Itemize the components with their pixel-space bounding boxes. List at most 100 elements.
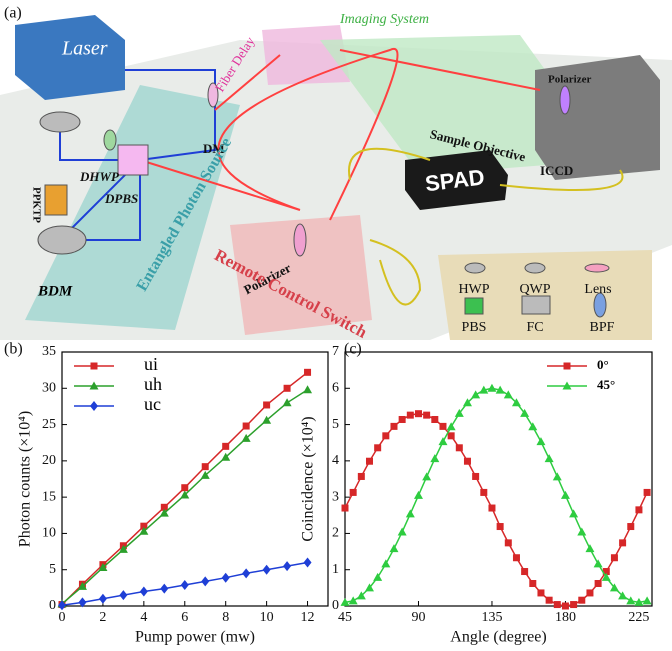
label: QWP (519, 282, 550, 297)
y-tick-label: 10 (42, 526, 56, 541)
figure: (a) Laser Fiber Delay Imaging System Pol… (0, 0, 672, 651)
label: BDM (37, 283, 73, 299)
x-tick-label: 135 (481, 610, 502, 625)
marker (304, 557, 312, 567)
polarizer (560, 86, 570, 114)
y-tick-label: 20 (42, 453, 56, 468)
y-tick-label: 5 (332, 417, 339, 432)
x-tick-label: 225 (628, 610, 649, 625)
marker (585, 544, 594, 552)
x-axis-label: Angle (degree) (450, 629, 546, 646)
marker (358, 473, 365, 480)
marker (456, 444, 463, 451)
marker (562, 603, 569, 610)
marker (586, 589, 593, 596)
marker (536, 437, 545, 445)
marker (303, 385, 312, 393)
label: Laser (61, 38, 108, 60)
marker (407, 412, 414, 419)
legend-label: 45° (597, 377, 615, 392)
marker (181, 580, 189, 590)
y-tick-label: 2 (332, 526, 339, 541)
marker (415, 410, 422, 417)
marker (349, 596, 358, 604)
marker (619, 539, 626, 546)
marker (399, 416, 406, 423)
y-tick-label: 15 (42, 489, 56, 504)
marker (448, 432, 455, 439)
marker (505, 539, 512, 546)
y-tick-label: 7 (332, 344, 339, 359)
marker (242, 568, 250, 578)
x-tick-label: 2 (99, 610, 106, 625)
marker (283, 561, 291, 571)
marker (381, 559, 390, 567)
label: DPBS (104, 191, 138, 206)
label: BPF (590, 320, 615, 335)
marker (554, 601, 561, 608)
legend-label: uc (144, 394, 161, 414)
panel-label: (a) (4, 5, 22, 22)
y-tick-label: 25 (42, 417, 56, 432)
marker (350, 489, 357, 496)
marker (626, 596, 635, 604)
marker (140, 586, 148, 596)
marker (488, 505, 495, 512)
marker (201, 576, 209, 586)
marker (389, 544, 398, 552)
marker (390, 423, 397, 430)
x-tick-label: 180 (555, 610, 576, 625)
marker (398, 527, 407, 535)
dpbs-cube (118, 145, 148, 175)
x-tick-label: 0 (59, 610, 66, 625)
marker (283, 398, 292, 406)
marker (513, 554, 520, 561)
x-tick-label: 45 (338, 610, 352, 625)
marker (181, 484, 188, 491)
marker (644, 489, 651, 496)
label: FC (526, 320, 543, 335)
marker (497, 523, 504, 530)
marker (643, 596, 652, 604)
marker (99, 594, 107, 604)
y-tick-label: 0 (332, 598, 339, 613)
label: HWP (458, 282, 489, 297)
label: Imaging System (339, 12, 429, 27)
y-axis-label: Coincidence (×10⁴) (300, 416, 317, 541)
label: Lens (584, 282, 611, 297)
marker (430, 454, 439, 462)
y-tick-label: 5 (49, 562, 56, 577)
fc-icon (522, 296, 550, 314)
x-tick-label: 6 (181, 610, 188, 625)
x-axis-label: Pump power (mw) (135, 629, 255, 646)
y-tick-label: 35 (42, 344, 56, 359)
dhwp-plate (104, 130, 116, 150)
marker (447, 422, 456, 430)
marker (414, 491, 423, 499)
x-tick-label: 8 (222, 610, 229, 625)
marker (304, 369, 311, 376)
marker (439, 423, 446, 430)
mirror (38, 226, 86, 254)
marker (528, 422, 537, 430)
marker (423, 412, 430, 419)
marker (431, 416, 438, 423)
marker (570, 601, 577, 608)
marker (374, 444, 381, 451)
y-tick-label: 4 (332, 453, 339, 468)
marker (202, 463, 209, 470)
marker (373, 573, 382, 581)
marker (284, 385, 291, 392)
mirror (40, 112, 80, 132)
marker (529, 580, 536, 587)
legend-label: uh (144, 374, 162, 394)
label: DHWP (79, 169, 120, 184)
marker (438, 437, 447, 445)
marker (595, 580, 602, 587)
marker (464, 458, 471, 465)
marker (564, 363, 571, 370)
pbs-icon (465, 298, 483, 314)
marker (91, 363, 98, 370)
panel-label: (c) (344, 341, 362, 358)
label: Polarizer (548, 74, 591, 86)
